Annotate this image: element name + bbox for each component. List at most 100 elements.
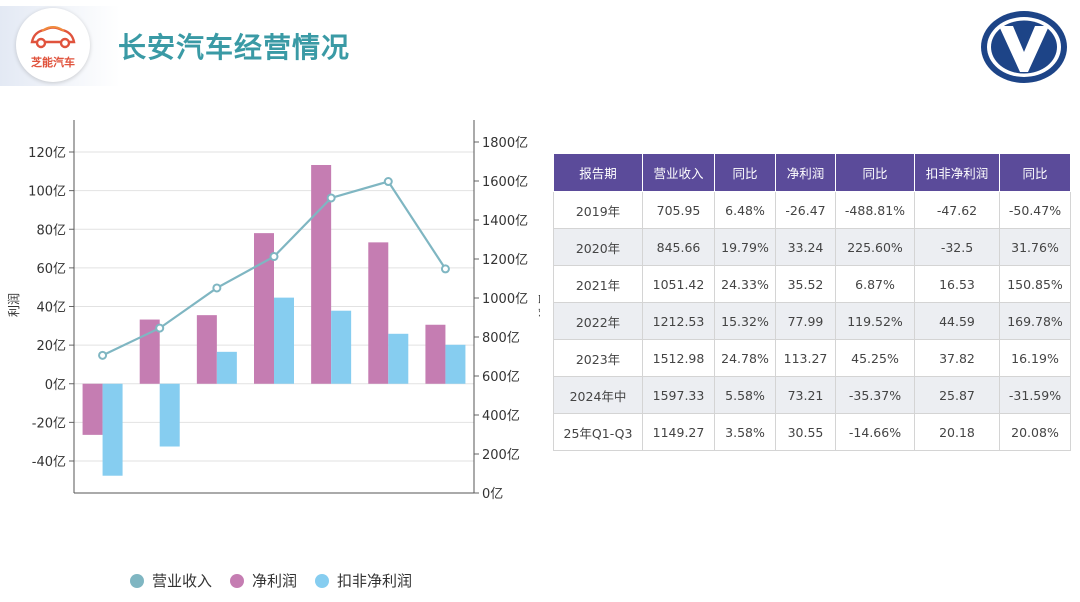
table-cell: 1051.42 [642, 265, 715, 303]
table-cell: 33.24 [775, 228, 836, 266]
left-axis-tick-label: 120亿 [28, 146, 66, 161]
left-axis-tick-label: -40亿 [32, 455, 66, 470]
x-axis-tick-label: 2024年中 [343, 499, 395, 500]
table-cell: 31.76% [999, 228, 1071, 266]
table-header-cell: 营业收入 [642, 153, 715, 192]
deducted-profit-bar [274, 297, 294, 384]
table-cell: 16.19% [999, 339, 1071, 377]
right-axis-title: 营收 [537, 293, 540, 317]
legend-label-net-profit: 净利润 [252, 572, 298, 590]
table-cell: -488.81% [835, 191, 915, 229]
car-icon [30, 26, 76, 49]
deducted-profit-bar [445, 344, 466, 384]
table-cell: 77.99 [775, 302, 836, 340]
table-header-cell: 同比 [714, 153, 776, 192]
table-cell: 3.58% [714, 413, 776, 451]
table-cell: 2024年中 [553, 376, 643, 414]
chart-legend: 营业收入 净利润 扣非净利润 [130, 570, 430, 591]
table-row: 2022年 1212.53 15.32% 77.99 119.52% 44.59 169.7… [553, 302, 1071, 340]
left-axis-tick-label: 100亿 [28, 185, 66, 200]
table-cell: -50.47% [999, 191, 1071, 229]
changan-logo-icon [981, 11, 1067, 83]
x-axis-tick-label: 2020年 [123, 499, 166, 500]
right-axis-tick-label: 800亿 [482, 331, 520, 346]
table-cell: 30.55 [775, 413, 836, 451]
table-cell: 15.32% [714, 302, 776, 340]
table-cell: 1597.33 [642, 376, 715, 414]
deducted-profit-bar [216, 351, 237, 384]
left-axis-tick-label: -20亿 [32, 416, 66, 431]
combo-chart: -40亿 -20亿 0亿 20亿 40亿 60亿 80亿 100亿 120亿 0亿 200亿 400亿… [7, 120, 540, 500]
legend-swatch-revenue [130, 573, 144, 588]
x-axis-tick-label: 2019年 [66, 499, 109, 500]
table-cell: 20.08% [999, 413, 1071, 451]
table-cell: 45.25% [835, 339, 915, 377]
legend-item-net-profit: 净利润 [230, 570, 297, 591]
table-cell: 37.82 [914, 339, 1000, 377]
right-axis-tick-label: 600亿 [482, 370, 520, 385]
legend-item-deducted-profit: 扣非净利润 [315, 570, 412, 591]
table-cell: 16.53 [914, 265, 1000, 303]
revenue-point [269, 252, 279, 262]
table-cell: 19.79% [714, 228, 776, 266]
table-cell: 25.87 [914, 376, 1000, 414]
table-cell: 169.78% [999, 302, 1071, 340]
table-header-cell: 同比 [999, 153, 1071, 192]
table-cell: 35.52 [775, 265, 836, 303]
table-cell: 1212.53 [642, 302, 715, 340]
table-cell: 5.58% [714, 376, 776, 414]
deducted-profit-bar [331, 310, 352, 384]
table-row: 2020年 845.66 19.79% 33.24 225.60% -32.5 31.76% [553, 228, 1071, 266]
table-cell: 2021年 [553, 265, 643, 303]
table-cell: 73.21 [775, 376, 836, 414]
site-logo: 芝能汽车 [16, 8, 90, 82]
revenue-point [326, 193, 336, 203]
right-axis-tick-label: 1800亿 [482, 136, 528, 151]
left-axis-tick-label: 0亿 [45, 378, 66, 393]
right-axis-tick-label: 1600亿 [482, 175, 528, 190]
table-cell: 6.87% [835, 265, 915, 303]
net-profit-bar [196, 315, 217, 384]
table-cell: 705.95 [642, 191, 715, 229]
revenue-point [440, 264, 450, 274]
table-cell: 25年Q1-Q3 [553, 413, 643, 451]
net-profit-bar [82, 383, 103, 435]
right-axis-tick-label: 400亿 [482, 409, 520, 424]
table-cell: 2023年 [553, 339, 643, 377]
table-cell: 1512.98 [642, 339, 715, 377]
table-cell: 119.52% [835, 302, 915, 340]
table-cell: -35.37% [835, 376, 915, 414]
deducted-profit-bar [159, 383, 180, 447]
table-cell: -47.62 [914, 191, 1000, 229]
left-axis-tick-label: 80亿 [36, 223, 66, 238]
table-cell: 150.85% [999, 265, 1071, 303]
table-cell: -32.5 [914, 228, 1000, 266]
financial-table: 报告期 营业收入 同比 净利润 同比 扣非净利润 同比 2019年 705.95 6.48% -2… [553, 153, 1071, 451]
left-axis-title: 利润 [7, 293, 21, 317]
table-cell: 2022年 [553, 302, 643, 340]
x-axis-tick-label: 2022年 [238, 499, 281, 500]
table-cell: 20.18 [914, 413, 1000, 451]
table-cell: 2020年 [553, 228, 643, 266]
table-header-cell: 同比 [835, 153, 915, 192]
net-profit-bar [254, 233, 274, 384]
left-axis-tick-label: 40亿 [36, 301, 66, 316]
table-cell: 6.48% [714, 191, 776, 229]
right-axis-tick-label: 1000亿 [482, 292, 528, 307]
legend-item-revenue: 营业收入 [130, 570, 212, 591]
table-row: 2024年中 1597.33 5.58% 73.21 -35.37% 25.87 -31.5… [553, 376, 1071, 414]
legend-swatch-deducted-profit [315, 573, 330, 588]
revenue-point [98, 350, 108, 360]
left-axis-tick-label: 60亿 [36, 262, 66, 277]
table-cell: 845.66 [642, 228, 715, 266]
table-row: 2019年 705.95 6.48% -26.47 -488.81% -47.62 -50.… [553, 191, 1071, 229]
logo-text: 芝能汽车 [31, 56, 75, 69]
table-header-cell: 净利润 [775, 153, 836, 192]
page-title: 长安汽车经营情况 [118, 31, 351, 64]
x-axis-tick-label: 2023年 [295, 499, 338, 500]
table-header-cell: 报告期 [553, 153, 643, 192]
right-axis-tick-label: 1400亿 [482, 214, 528, 229]
table-cell: -31.59% [999, 376, 1071, 414]
deducted-profit-bar [388, 333, 409, 384]
table-cell: 2019年 [553, 191, 643, 229]
